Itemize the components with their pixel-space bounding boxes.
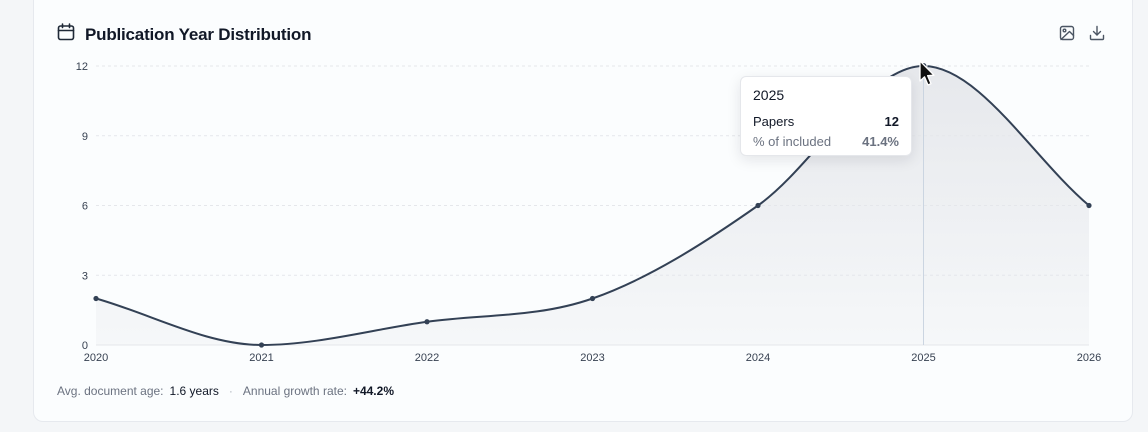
y-tick-label: 9 — [82, 131, 88, 143]
data-point — [755, 202, 761, 209]
x-tick-label: 2026 — [1077, 352, 1101, 364]
mouse-cursor-icon — [918, 60, 936, 93]
calendar-icon — [56, 22, 76, 47]
image-icon[interactable] — [1058, 24, 1076, 42]
x-tick-label: 2020 — [84, 352, 108, 364]
footer-separator: · — [228, 384, 233, 398]
y-tick-label: 0 — [82, 340, 88, 352]
tooltip-title: 2025 — [753, 87, 785, 103]
x-tick-label: 2022 — [415, 352, 439, 364]
x-tick-label: 2023 — [580, 352, 604, 364]
series-area — [96, 66, 1089, 345]
x-tick-label: 2025 — [911, 352, 935, 364]
growth-label: Annual growth rate: — [242, 384, 347, 398]
area-chart[interactable]: 0 3 6 9 12 2020 2021 2022 2023 2024 2025 2026 — [0, 0, 1148, 380]
tooltip-papers-label: Papers — [753, 114, 795, 129]
chart-footer: Avg. document age: 1.6 years · Annual gr… — [57, 384, 394, 398]
data-point — [258, 342, 265, 348]
x-tick-label: 2021 — [249, 352, 273, 364]
chart-header: Publication Year Distribution — [56, 22, 311, 47]
download-icon[interactable] — [1088, 24, 1106, 42]
y-tick-label: 6 — [82, 201, 88, 213]
chart-title: Publication Year Distribution — [85, 24, 312, 44]
data-point — [93, 295, 99, 302]
avg-age-label: Avg. document age: — [57, 384, 164, 398]
tooltip-papers-value: 12 — [884, 114, 899, 129]
y-tick-label: 12 — [76, 61, 88, 73]
avg-age-value: 1.6 years — [169, 384, 219, 398]
chart-actions — [1058, 24, 1106, 42]
data-point — [589, 295, 596, 302]
tooltip-percent-value: 41.4% — [862, 134, 899, 149]
x-tick-label: 2024 — [746, 352, 770, 364]
tooltip-row-papers: Papers 12 — [753, 112, 899, 132]
tooltip-row-percent: % of included 41.4% — [753, 132, 899, 152]
tooltip-percent-label: % of included — [753, 134, 832, 149]
y-tick-label: 3 — [82, 270, 88, 282]
data-point — [424, 319, 430, 325]
chart-tooltip: 2025 Papers 12 % of included 41.4% — [740, 76, 912, 156]
growth-value: +44.2% — [352, 384, 394, 398]
data-point — [1086, 202, 1092, 209]
